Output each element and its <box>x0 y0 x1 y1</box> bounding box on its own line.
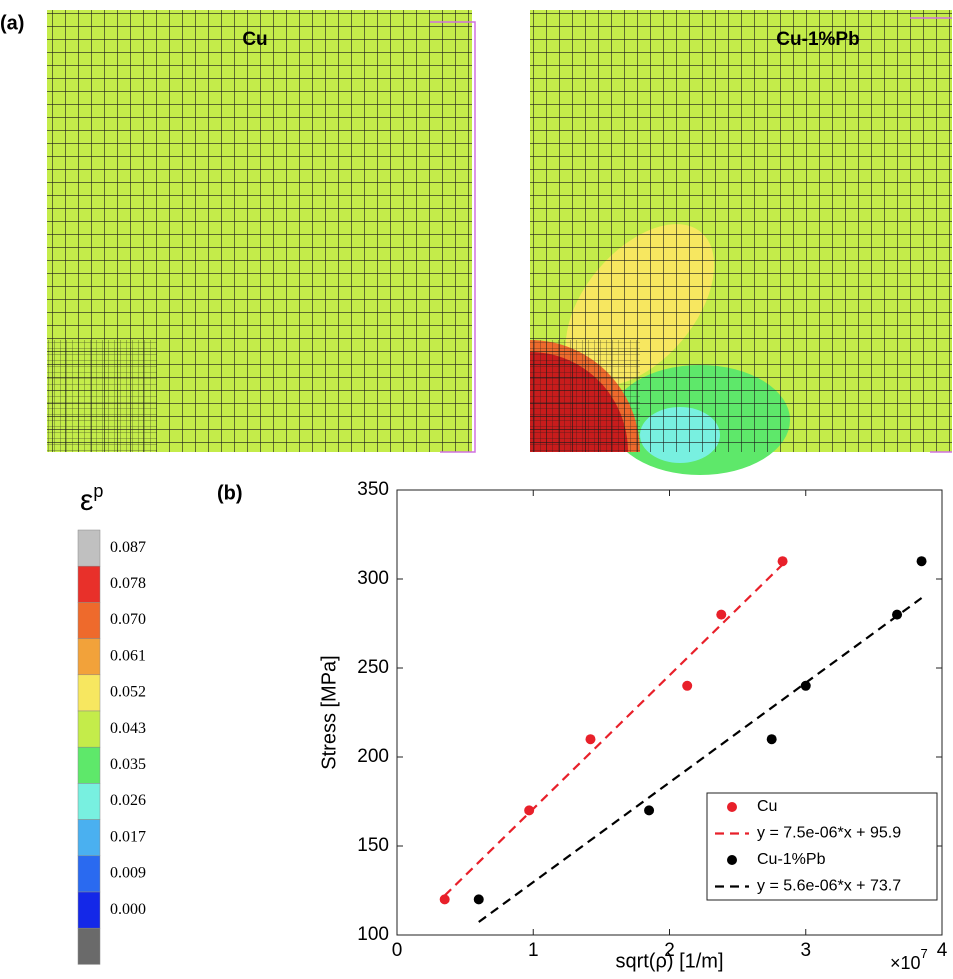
data-point <box>917 556 927 566</box>
multiplier-base: ×10 <box>890 953 921 973</box>
panel-title: Cu-1%Pb <box>776 29 859 50</box>
colorbar-label: 0.035 <box>110 756 146 773</box>
data-point <box>440 894 450 904</box>
legend-marker <box>727 855 737 865</box>
y-tick-label: 150 <box>357 835 389 856</box>
colorbar-label: 0.061 <box>110 647 146 664</box>
panel-title: Cu <box>242 29 267 50</box>
data-point <box>767 734 777 744</box>
y-tick-label: 200 <box>357 746 389 767</box>
superscript: p <box>93 481 103 501</box>
colorbar-segment <box>78 820 100 856</box>
x-tick-label: 0 <box>392 940 403 961</box>
colorbar-label: 0.087 <box>110 539 146 556</box>
symbol: ε <box>80 484 93 517</box>
colorbar-segment <box>78 602 100 638</box>
colorbar-segment <box>78 928 100 964</box>
y-tick-label: 350 <box>357 479 389 500</box>
mesh-cu-pb <box>530 10 952 475</box>
colorbar-label: 0.070 <box>110 611 146 628</box>
legend-label: y = 5.6e-06*x + 73.7 <box>757 878 901 895</box>
data-point <box>474 894 484 904</box>
x-tick-label: 4 <box>937 940 948 961</box>
colorbar-segment <box>78 892 100 928</box>
y-axis-label: Stress [MPa] <box>318 655 340 769</box>
colorbar-title: εp <box>80 481 103 517</box>
data-point <box>716 610 726 620</box>
colorbar-label: 0.043 <box>110 720 146 737</box>
colorbar-label: 0.052 <box>110 684 146 701</box>
colorbar-segment <box>78 675 100 711</box>
x-axis-label: sqrt(ρ) [1/m] <box>615 950 723 972</box>
y-tick-label: 250 <box>357 657 389 678</box>
colorbar: 0.087 0.078 0.070 0.061 0.052 0.043 0.035 0.026… <box>78 530 146 964</box>
colorbar-label: 0.000 <box>110 901 146 918</box>
mesh-cu <box>47 10 475 452</box>
legend-label: Cu <box>757 798 777 815</box>
colorbar-segment <box>78 783 100 819</box>
figure: (a) Cu Cu-1%Pb εp 0.0870.0780.0700.0610.… <box>0 0 953 974</box>
x-multiplier: ×107 <box>890 946 928 972</box>
panel-label: (a) <box>0 12 24 34</box>
colorbar-label: 0.078 <box>110 575 146 592</box>
y-tick-label: 300 <box>357 568 389 589</box>
data-point <box>682 681 692 691</box>
colorbar-segment <box>78 639 100 675</box>
x-tick-label: 1 <box>528 940 539 961</box>
legend-label: y = 7.5e-06*x + 95.9 <box>757 825 901 842</box>
multiplier-exp: 7 <box>921 946 928 961</box>
data-point <box>585 734 595 744</box>
x-tick-label: 3 <box>800 940 811 961</box>
y-tick-label: 100 <box>357 924 389 945</box>
colorbar-segment <box>78 856 100 892</box>
colorbar-label: 0.017 <box>110 828 146 845</box>
colorbar-segment <box>78 566 100 602</box>
data-point <box>644 805 654 815</box>
colorbar-label: 0.009 <box>110 865 146 882</box>
colorbar-segment <box>78 711 100 747</box>
panel-label: (b) <box>217 482 243 504</box>
colorbar-segment <box>78 530 100 566</box>
legend-label: Cu-1%Pb <box>757 851 826 868</box>
colorbar-label: 0.026 <box>110 792 146 809</box>
colorbar-segment <box>78 747 100 783</box>
legend-marker <box>727 802 737 812</box>
